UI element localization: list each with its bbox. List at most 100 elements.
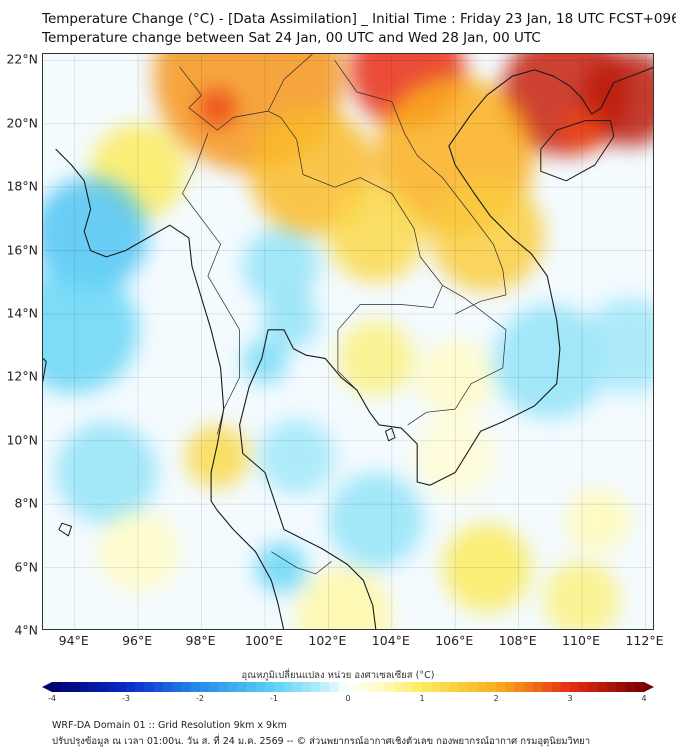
colorbar-bin [597, 682, 608, 692]
colorbar-bin [551, 682, 562, 692]
temperature-change-map [42, 53, 654, 630]
colorbar-bin [329, 682, 340, 692]
colorbar-bin [52, 682, 62, 692]
colorbar-bin [625, 682, 636, 692]
field-blob [261, 291, 319, 349]
colorbar-bin [366, 682, 377, 692]
colorbar-bin [70, 682, 81, 692]
colorbar-bin [274, 682, 284, 692]
footer-credit: ปรับปรุงข้อมูล ณ เวลา 01:00น. วัน ส. ที่… [52, 736, 591, 747]
field-blob [43, 266, 139, 394]
map-canvas [43, 54, 653, 629]
colorbar-bin [338, 682, 349, 692]
country-border [334, 60, 507, 315]
country-border [179, 66, 202, 109]
graticule [43, 54, 653, 629]
colorbar-bin [237, 682, 247, 692]
lon-tick-label: 108°E [498, 633, 537, 648]
island-coastline [540, 120, 615, 182]
lon-tick-label: 98°E [185, 633, 216, 648]
field-blob [582, 298, 653, 394]
island-coastline [58, 522, 72, 537]
colorbar-bin [588, 682, 599, 692]
field-blob [96, 510, 180, 593]
colorbar-bin [209, 682, 219, 692]
colorbar-bin [181, 682, 192, 692]
coastline [55, 148, 285, 629]
colorbar-bin [403, 682, 414, 692]
colorbar-tick-label: 2 [493, 694, 499, 703]
colorbar-bin [394, 682, 404, 692]
colorbar-bin [320, 682, 330, 692]
lat-tick-label: 18°N [6, 178, 38, 194]
colorbar [42, 682, 654, 692]
lon-tick-label: 106°E [435, 633, 474, 648]
lon-tick-label: 100°E [244, 633, 283, 648]
colorbar-bin [172, 682, 182, 692]
lon-tick-label: 104°E [371, 633, 410, 648]
field-blob [442, 523, 532, 612]
colorbar-bin [246, 682, 256, 692]
colorbar-bin [412, 682, 423, 692]
colorbar-bin [107, 682, 118, 692]
field-blob [242, 228, 319, 305]
colorbar-bin [468, 682, 478, 692]
colorbar-bin [190, 682, 201, 692]
island-coastline [43, 357, 47, 383]
colorbar-bin [311, 682, 321, 692]
country-border [267, 54, 313, 112]
field-blob [198, 88, 237, 127]
colorbar-bin [542, 682, 552, 692]
lon-tick-label: 102°E [308, 633, 347, 648]
colorbar-bin [616, 682, 626, 692]
temperature-field [43, 54, 653, 629]
chart-subtitle: Temperature change between Sat 24 Jan, 0… [42, 30, 541, 46]
colorbar-bin [523, 682, 534, 692]
colorbar-bin [570, 682, 580, 692]
colorbar-bin [560, 682, 571, 692]
lat-tick-label: 6°N [14, 559, 38, 575]
coastline [239, 66, 653, 629]
colorbar-bin [301, 682, 312, 692]
colorbar-tick-label: 1 [419, 694, 425, 703]
lat-tick-label: 10°N [6, 432, 38, 448]
field-blob [328, 472, 424, 568]
colorbar-min-extend [42, 682, 52, 692]
field-blob [328, 187, 424, 283]
colorbar-bin [144, 682, 155, 692]
colorbar-bin [98, 682, 108, 692]
lat-tick-label: 4°N [14, 622, 38, 638]
colorbar-bin [375, 682, 386, 692]
colorbar-bin [496, 682, 506, 692]
colorbar-bin [135, 682, 145, 692]
colorbar-tick-label: 0 [345, 694, 351, 703]
colorbar-max-extend [644, 682, 654, 692]
field-blob [258, 418, 335, 495]
colorbar-bin [431, 682, 441, 692]
lon-tick-label: 110°E [562, 633, 601, 648]
colorbar-bin [264, 682, 275, 692]
colorbar-bin [607, 682, 617, 692]
lat-tick-label: 14°N [6, 305, 38, 321]
lon-tick-label: 96°E [122, 633, 153, 648]
colorbar-bin [163, 682, 173, 692]
chart-title: Temperature Change (°C) - [Data Assimila… [42, 11, 676, 27]
field-blob [185, 424, 250, 489]
colorbar-bin [283, 682, 293, 692]
field-blob [566, 488, 630, 552]
footer-model-info: WRF-DA Domain 01 :: Grid Resolution 9km … [52, 720, 287, 731]
colorbar-bin [292, 682, 303, 692]
lat-tick-label: 8°N [14, 495, 38, 511]
colorbar-bin [153, 682, 164, 692]
colorbar-bin [218, 682, 229, 692]
colorbar-bin [357, 682, 367, 692]
colorbar-title: อุณหภูมิเปลี่ยนแปลง หน่วย องศาเซลเซียส (… [241, 670, 435, 681]
lon-tick-label: 112°E [625, 633, 664, 648]
colorbar-bin [200, 682, 210, 692]
colorbar-bin [514, 682, 525, 692]
colorbar-tick-label: -4 [48, 694, 56, 703]
field-blob [429, 177, 545, 292]
lat-tick-label: 20°N [6, 115, 38, 131]
colorbar-tick-label: 3 [567, 694, 573, 703]
colorbar-bin [505, 682, 515, 692]
